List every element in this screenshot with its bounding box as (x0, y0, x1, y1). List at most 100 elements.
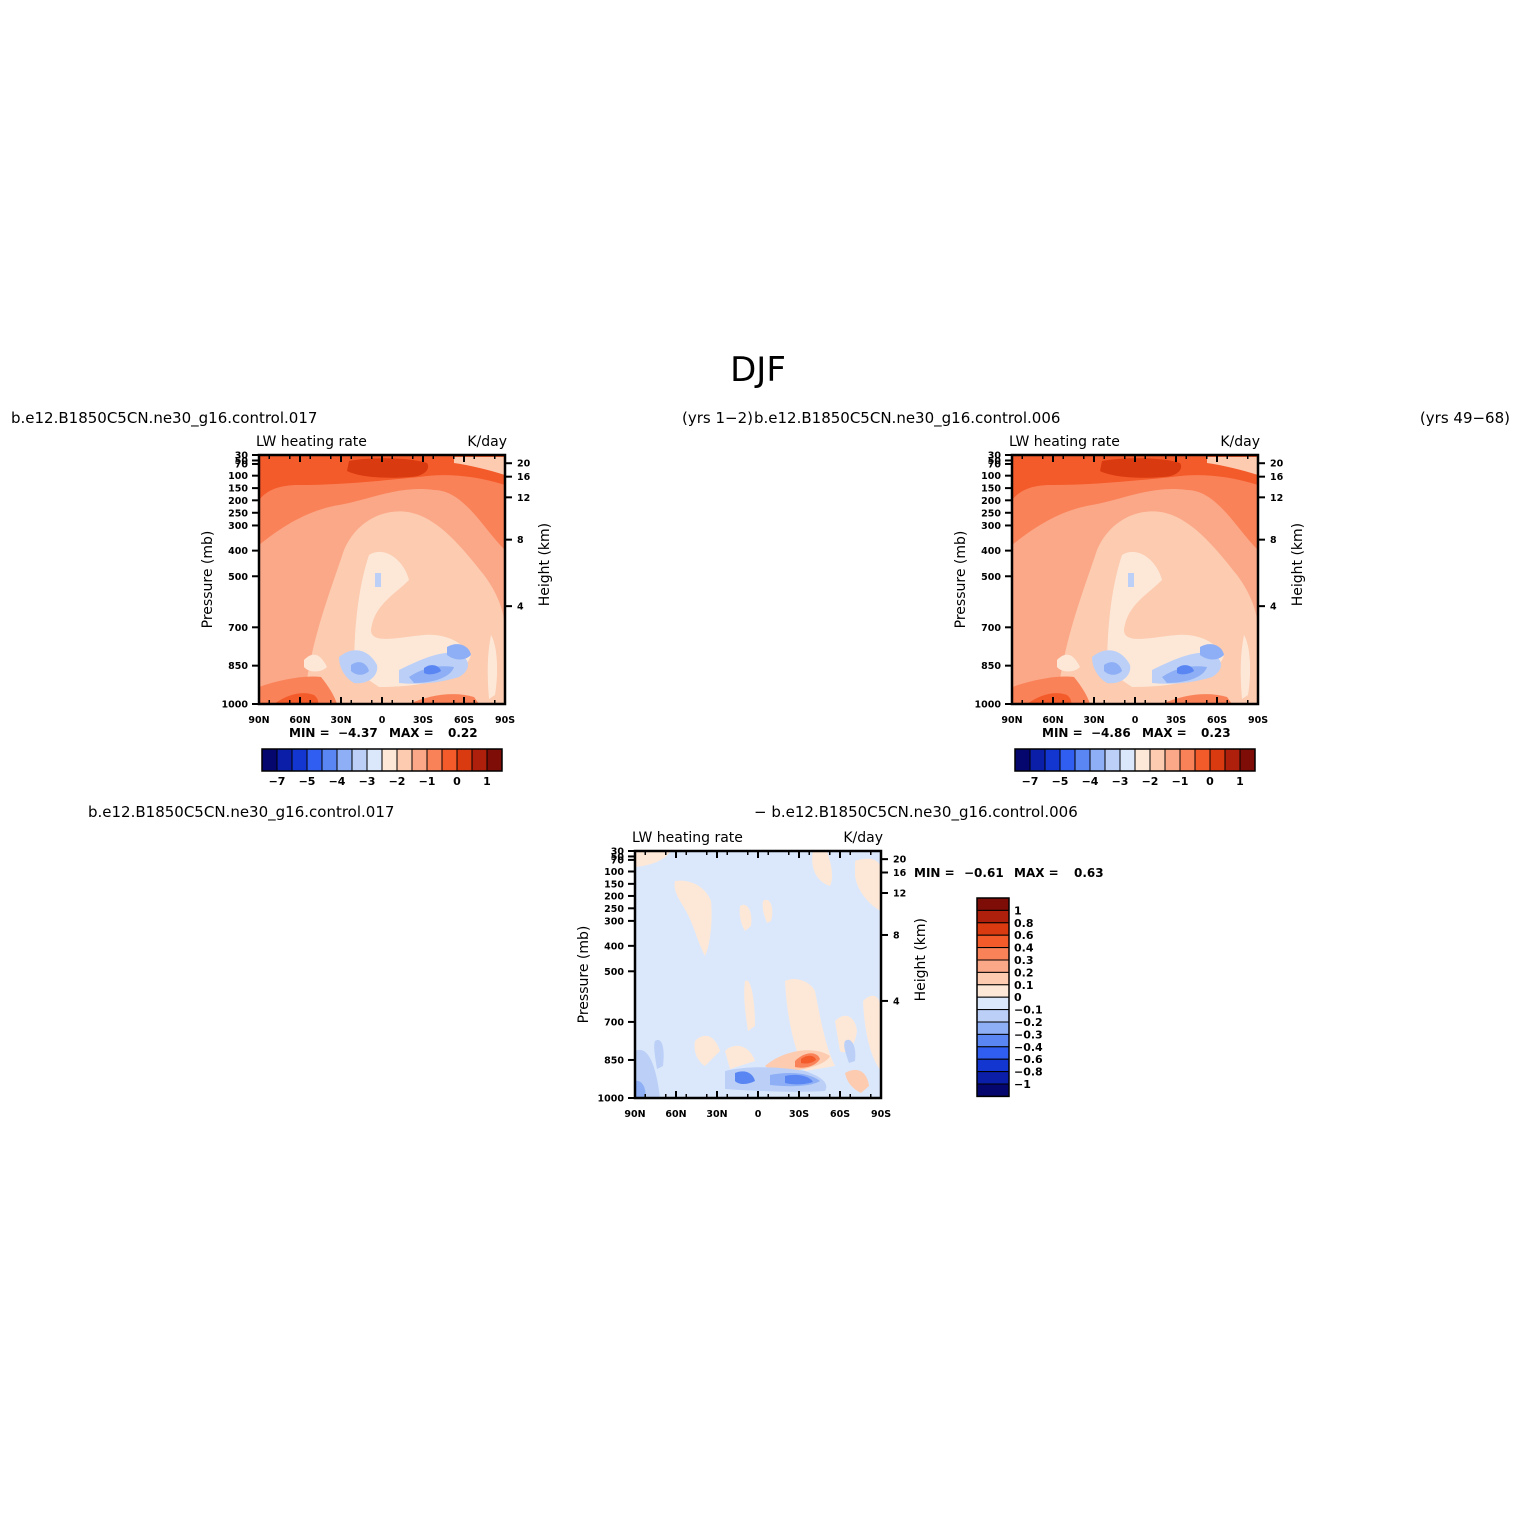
colorbar-cell (1224, 748, 1241, 772)
colorbar-label: −0.8 (1014, 1066, 1043, 1079)
colorbar-label: −1 (1014, 1078, 1031, 1091)
panel-b-contour-field (1012, 455, 1258, 704)
colorbar-label: 0 (1014, 991, 1022, 1004)
colorbar-frame (1014, 748, 1256, 772)
y-tick-label: 700 (604, 1017, 624, 1028)
colorbar-cell (1179, 748, 1196, 772)
panel-c-contour-field (635, 851, 881, 1098)
y-tick-label: 1000 (222, 700, 249, 711)
colorbar-frame (261, 748, 503, 772)
plot-units-label: K/day (1220, 434, 1260, 450)
x-tick-label: 60S (1207, 715, 1227, 726)
y-tick-label: 850 (228, 661, 248, 672)
y-tick-label: 70 (988, 459, 1002, 470)
max-value: 0.22 (448, 726, 478, 740)
y-right-tick-label: 8 (1270, 535, 1277, 546)
y-tick-label: 250 (981, 508, 1001, 519)
panel-c-case-left: b.e12.B1850C5CN.ne30_g16.control.017 (88, 803, 394, 822)
colorbar-label: 0.4 (1014, 942, 1034, 955)
colorbar-label: 1 (1236, 775, 1244, 788)
colorbar-cell (976, 897, 1010, 911)
x-tick-label: 90N (1001, 715, 1022, 726)
min-label: MIN = (1042, 726, 1083, 740)
panel-a: LW heating rate K/day 90N 60N 30N 0 30S 60S 90S 3… (200, 434, 553, 788)
colorbar-cell (976, 947, 1010, 961)
max-value: 0.23 (1201, 726, 1231, 740)
x-tick-label: 30S (413, 715, 433, 726)
min-label: MIN = (914, 866, 955, 880)
y-tick-label: 300 (228, 521, 248, 532)
y-tick-label: 100 (981, 471, 1001, 482)
colorbar-cell (1134, 748, 1151, 772)
colorbar-label: 0.3 (1014, 954, 1034, 967)
colorbar-cell (291, 748, 308, 772)
x-tick-label: 90S (871, 1109, 891, 1120)
y-tick-label: 500 (604, 967, 624, 978)
x-tick-label: 0 (1132, 715, 1139, 726)
x-tick-label: 90S (1248, 715, 1268, 726)
colorbar-cell (976, 1058, 1010, 1073)
colorbar-label: −0.6 (1014, 1053, 1043, 1066)
colorbar-cell (336, 748, 353, 772)
plot-units-label: K/day (467, 434, 507, 450)
x-tick-label: 60N (665, 1109, 686, 1120)
panel-b: LW heating rate K/day 90N 60N 30N 0 30S 60S 90S 3… (953, 434, 1306, 788)
y-right-tick-label: 16 (1270, 472, 1284, 483)
colorbar-cell (351, 748, 368, 772)
y-tick-label: 700 (228, 623, 248, 634)
y-axis-title: Pressure (mb) (953, 531, 969, 629)
y-tick-label: 300 (981, 521, 1001, 532)
colorbar-cell (1119, 748, 1136, 772)
colorbar-cell (1044, 748, 1061, 772)
x-tick-label: 30S (1166, 715, 1186, 726)
min-label: MIN = (289, 726, 330, 740)
y-tick-label: 200 (228, 496, 248, 507)
y-right-tick-label: 8 (893, 930, 900, 941)
colorbar-label: −5 (299, 775, 316, 788)
y-axis-title: Pressure (mb) (576, 926, 592, 1024)
plot-variable-label: LW heating rate (1009, 434, 1120, 450)
colorbar-cell (471, 748, 488, 772)
panel-a-years: (yrs 1−2) (682, 409, 753, 427)
colorbar-cell (486, 748, 503, 772)
y-tick-label: 30 (611, 847, 625, 858)
colorbar-label: 1 (1014, 904, 1022, 917)
min-value: −4.37 (338, 726, 378, 740)
colorbar-cell (1014, 748, 1031, 772)
colorbar-label: −3 (359, 775, 376, 788)
colorbar-cell (1104, 748, 1121, 772)
y-axis-title: Pressure (mb) (200, 531, 216, 629)
y-tick-label: 200 (981, 496, 1001, 507)
max-label: MAX = (389, 726, 434, 740)
colorbar-cell (261, 748, 278, 772)
y-tick-label: 50 (611, 852, 625, 863)
y-tick-label: 250 (228, 508, 248, 519)
y-right-axis-title: Height (km) (1290, 523, 1306, 606)
colorbar-cell (976, 1009, 1010, 1023)
colorbar-label: 0.6 (1014, 929, 1034, 942)
colorbar-label: −0.2 (1014, 1016, 1043, 1029)
colorbar-label: −4 (1082, 775, 1099, 788)
colorbar-cell (976, 1071, 1010, 1085)
colorbar-label: −7 (269, 775, 286, 788)
y-tick-label: 100 (228, 471, 248, 482)
x-tick-label: 90S (495, 715, 515, 726)
colorbar-cell (1239, 748, 1256, 772)
y-tick-label: 150 (228, 484, 248, 495)
colorbar-cell (1164, 748, 1181, 772)
y-tick-label: 500 (228, 572, 248, 583)
colorbar-cell (1029, 748, 1046, 772)
x-tick-label: 0 (755, 1109, 762, 1120)
colorbar-cell (976, 922, 1010, 936)
y-right-tick-label: 12 (517, 493, 530, 504)
colorbar-label: 0.8 (1014, 917, 1034, 930)
y-right-tick-label: 8 (517, 535, 524, 546)
colorbar-label: −1 (1172, 775, 1189, 788)
plot-variable-label: LW heating rate (256, 434, 367, 450)
x-tick-label: 60S (830, 1109, 850, 1120)
colorbar-cell (976, 1021, 1010, 1035)
y-right-tick-label: 20 (1270, 459, 1284, 470)
y-right-axis-title: Height (km) (537, 523, 553, 606)
colorbar-cell (976, 909, 1010, 924)
colorbar-label: 1 (483, 775, 491, 788)
